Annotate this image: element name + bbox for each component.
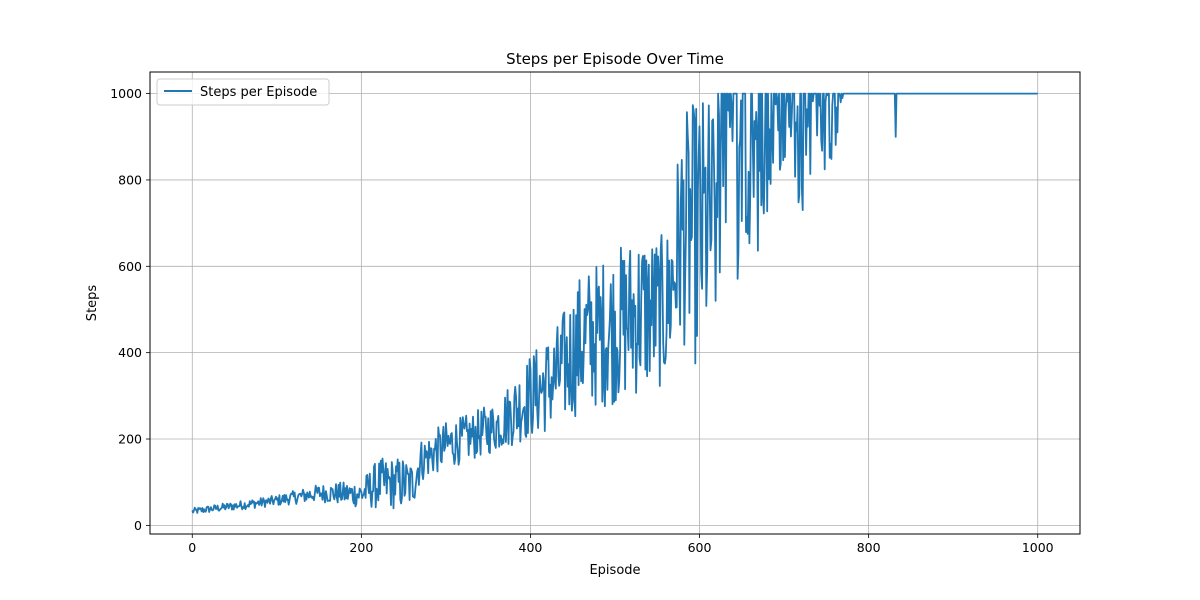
x-tick-label: 600: [688, 540, 712, 555]
y-tick-label: 400: [118, 345, 142, 360]
x-tick-label: 0: [188, 540, 196, 555]
grid-lines: [150, 72, 1080, 534]
y-tick-label: 800: [118, 172, 142, 187]
x-tick-label: 200: [349, 540, 373, 555]
plot-frame: [149, 71, 1081, 535]
y-axis: 0 200 400 600 800 1000: [110, 86, 150, 533]
chart-title: Steps per Episode Over Time: [506, 50, 724, 68]
legend: Steps per Episode: [156, 78, 330, 106]
x-axis: 0 200 400 600 800 1000: [188, 534, 1054, 555]
x-tick-label: 1000: [1022, 540, 1054, 555]
y-tick-label: 200: [118, 432, 142, 447]
x-tick-label: 400: [519, 540, 543, 555]
series-line-steps-per-episode: [191, 92, 1038, 514]
y-tick-label: 0: [134, 518, 142, 533]
y-tick-label: 1000: [110, 86, 142, 101]
x-axis-label: Episode: [589, 563, 640, 578]
legend-label: Steps per Episode: [200, 85, 317, 100]
y-tick-label: 600: [118, 259, 142, 274]
y-axis-label: Steps: [85, 285, 100, 322]
series-layer: [191, 92, 1038, 514]
legend-box: [156, 78, 330, 106]
x-tick-label: 800: [857, 540, 881, 555]
